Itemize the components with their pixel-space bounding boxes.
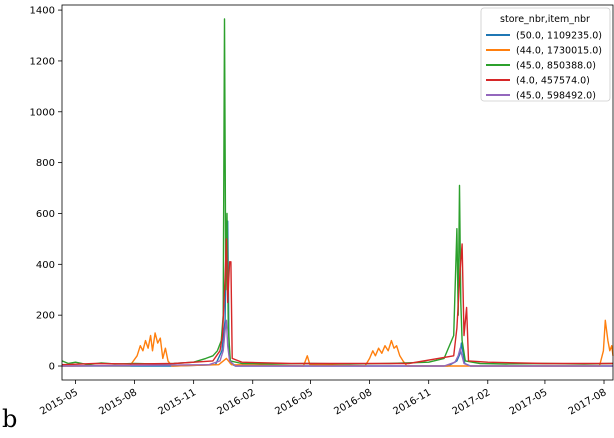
y-tick-label: 600 xyxy=(36,209,55,220)
x-tick-label: 2017-02 xyxy=(451,387,493,417)
y-tick-label: 200 xyxy=(36,311,55,322)
y-tick-label: 400 xyxy=(36,260,55,271)
legend-title: store_nbr,item_nbr xyxy=(500,14,590,25)
legend-label: (50.0, 1109235.0) xyxy=(516,31,602,42)
x-tick-label: 2017-05 xyxy=(508,387,550,417)
x-axis: 2015-05 2015-08 2015-11 2016-02 2016-05 2016-… xyxy=(38,380,609,417)
legend-box xyxy=(480,7,611,102)
y-tick-label: 1200 xyxy=(30,56,55,67)
legend-items: (50.0, 1109235.0) (44.0, 1730015.0) (45.0,… xyxy=(486,31,602,102)
legend-label: (4.0, 457574.0) xyxy=(516,76,590,87)
x-tick-label: 2017-08 xyxy=(567,387,609,417)
y-tick-label: 800 xyxy=(36,158,55,169)
legend-label: (45.0, 850388.0) xyxy=(516,61,596,72)
y-tick-label: 1400 xyxy=(30,6,55,17)
y-tick-label: 1000 xyxy=(30,107,55,118)
x-tick-label: 2016-08 xyxy=(332,387,374,417)
x-tick-label: 2016-05 xyxy=(273,387,315,417)
x-tick-label: 2015-11 xyxy=(156,387,198,417)
series-layer xyxy=(61,18,614,367)
x-tick-label: 2016-11 xyxy=(391,387,433,417)
legend: store_nbr,item_nbr (50.0, 1109235.0) (44.… xyxy=(480,7,611,102)
legend-label: (44.0, 1730015.0) xyxy=(516,46,602,57)
series-line-2 xyxy=(61,319,614,367)
plot-frame xyxy=(61,4,614,381)
series-line-4 xyxy=(61,238,613,366)
panel-label: b xyxy=(2,405,18,433)
legend-label: (45.0, 598492.0) xyxy=(516,91,596,102)
series-line-5 xyxy=(61,319,613,367)
x-tick-label: 2015-05 xyxy=(38,387,80,417)
x-tick-label: 2015-08 xyxy=(97,387,139,417)
y-axis: 0 200 400 600 800 1000 1200 1400 xyxy=(30,6,62,373)
x-tick-label: 2016-02 xyxy=(216,387,258,417)
y-tick-label: 0 xyxy=(49,362,55,373)
